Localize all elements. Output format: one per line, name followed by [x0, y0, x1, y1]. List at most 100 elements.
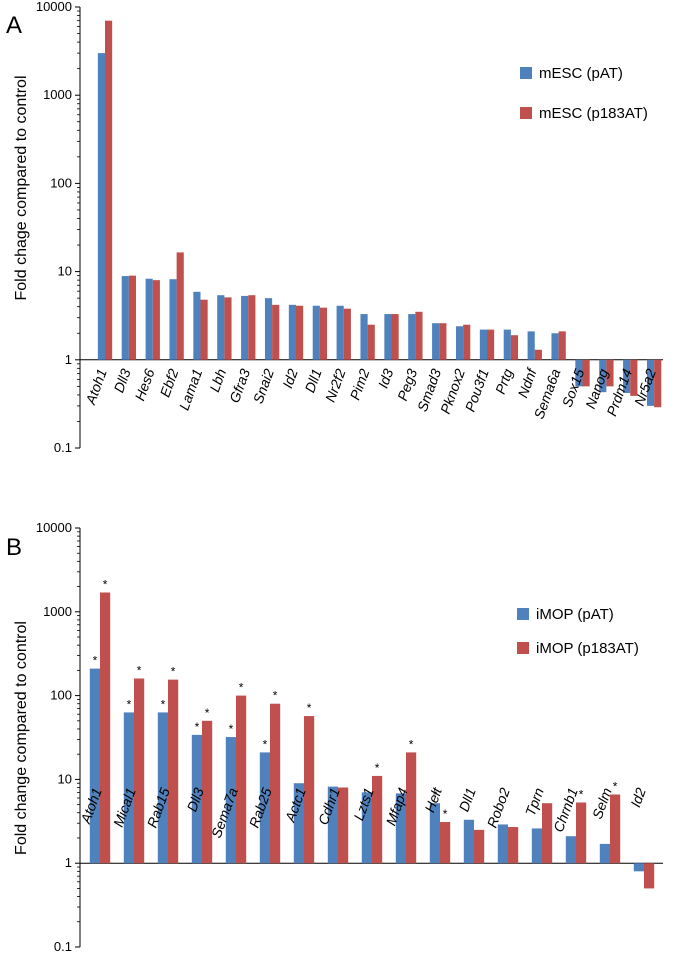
bar-pat-actc1 [293, 783, 304, 864]
x-tick-label: Ebf2 [157, 366, 182, 399]
x-tick-label: Nr2f2 [322, 366, 349, 404]
bar-pat-id2 [633, 863, 644, 872]
bar-p183at-chrnb1 [576, 802, 587, 864]
bar-pat-prdm14 [623, 359, 631, 394]
bar-pat-rab25 [259, 752, 270, 864]
legend-label: iMOP (p183AT) [536, 640, 639, 657]
legend-label: mESC (p183AT) [539, 105, 648, 122]
bar-pat-lbh [217, 295, 225, 360]
bar-pat-atoh1 [97, 53, 105, 360]
bar-pat-cdhr1 [327, 786, 338, 864]
significance-star: * [263, 737, 268, 751]
x-tick-label: Dll3 [110, 366, 133, 394]
bar-p183at-pknox2 [463, 324, 471, 360]
x-tick-label: Dll1 [301, 367, 324, 395]
bar-p183at-pou3f1 [487, 329, 495, 360]
bar-pat-pim2 [360, 314, 368, 360]
bar-pat-dll3 [121, 276, 129, 360]
bar-p183at-lzts1 [372, 775, 383, 864]
significance-star: * [239, 681, 244, 695]
bar-pat-peg3 [408, 314, 416, 360]
significance-star: * [137, 663, 142, 677]
bar-pat-lzts1 [361, 792, 372, 864]
legend-label: iMOP (pAT) [536, 606, 614, 623]
bar-pat-nr5a2 [646, 359, 655, 406]
bar-p183at-hes6 [152, 280, 160, 360]
bar-p183at-ndnf [534, 349, 542, 360]
bar-pat-rab15 [157, 712, 168, 864]
y-tick-label: 0.1 [54, 440, 72, 455]
bar-p183at-gfra3 [248, 295, 256, 360]
bar-pat-smad3 [432, 323, 440, 360]
bar-p183at-id2 [296, 305, 304, 360]
bar-p183at-ebf2 [176, 252, 184, 360]
bar-p183at-id3 [391, 314, 399, 360]
bar-p183at-dll1 [474, 829, 485, 864]
y-axis-label: Fold change compared to control [13, 621, 30, 855]
bar-pat-ebf2 [169, 279, 177, 360]
x-tick-label: Id3 [375, 366, 397, 390]
bar-p183at-selm [610, 794, 621, 864]
bar-p183at-rab15 [168, 679, 179, 864]
bar-p183at-pim2 [367, 324, 375, 360]
bar-p183at-nr5a2 [654, 359, 662, 408]
bar-pat-dll3 [191, 734, 202, 864]
x-tick-label: Prtg [492, 366, 516, 396]
bar-pat-chrnb1 [565, 836, 576, 864]
x-tick-label: Id2 [279, 366, 301, 390]
bar-pat-sox15 [575, 359, 583, 387]
x-tick-label: Snai2 [250, 366, 277, 405]
x-tick-label: Ndnf [514, 365, 540, 400]
bar-p183at-smad3 [439, 323, 447, 360]
bar-p183at-lama1 [200, 299, 208, 360]
y-tick-label: 100 [50, 688, 72, 703]
bar-p183at-sema7a [236, 695, 247, 864]
significance-star: * [93, 654, 98, 668]
bar-p183at-prtg [510, 335, 519, 360]
significance-star: * [443, 807, 448, 821]
x-tick-label: Dll1 [456, 786, 479, 814]
x-tick-label: Helt [421, 785, 445, 815]
legend-swatch [517, 608, 529, 620]
panel-label: A [6, 12, 22, 39]
bar-pat-mfap4 [395, 793, 406, 864]
x-tick-label: Dll3 [184, 785, 207, 813]
significance-star: * [171, 665, 176, 679]
bar-pat-id2 [288, 304, 296, 360]
bar-pat-gfra3 [241, 295, 249, 360]
bar-pat-robo2 [497, 824, 508, 864]
significance-star: * [307, 701, 312, 715]
bar-pat-dll1 [463, 819, 474, 864]
bar-p183at-rab25 [270, 703, 281, 864]
legend-swatch [520, 67, 532, 79]
x-tick-label: Peg3 [394, 366, 420, 402]
y-tick-label: 10000 [36, 520, 72, 535]
significance-star: * [409, 737, 414, 751]
significance-star: * [433, 788, 438, 802]
bar-pat-pou3f1 [479, 329, 487, 360]
bar-pat-nanog [599, 359, 607, 393]
bar-pat-tprn [531, 828, 542, 864]
significance-star: * [103, 577, 108, 591]
bar-p183at-dll3 [202, 720, 213, 864]
bar-pat-snai2 [264, 298, 273, 360]
y-tick-label: 1 [65, 855, 72, 870]
bar-p183at-mical1 [134, 678, 145, 864]
bar-p183at-nr2f2 [343, 308, 351, 360]
y-tick-label: 100 [50, 175, 72, 190]
significance-star: * [613, 780, 618, 794]
significance-star: * [127, 697, 132, 711]
y-tick-label: 10 [58, 264, 72, 279]
bar-p183at-actc1 [304, 716, 315, 864]
bar-p183at-mfap4 [406, 752, 417, 864]
bar-p183at-tprn [542, 803, 553, 864]
bar-p183at-cdhr1 [338, 787, 349, 864]
bar-p183at-peg3 [415, 311, 423, 360]
bar-pat-selm [599, 843, 610, 864]
significance-star: * [229, 722, 234, 736]
bar-p183at-sox15 [582, 359, 590, 387]
significance-star: * [161, 697, 166, 711]
x-tick-label: Robo2 [484, 785, 513, 829]
bar-pat-hes6 [145, 278, 153, 360]
